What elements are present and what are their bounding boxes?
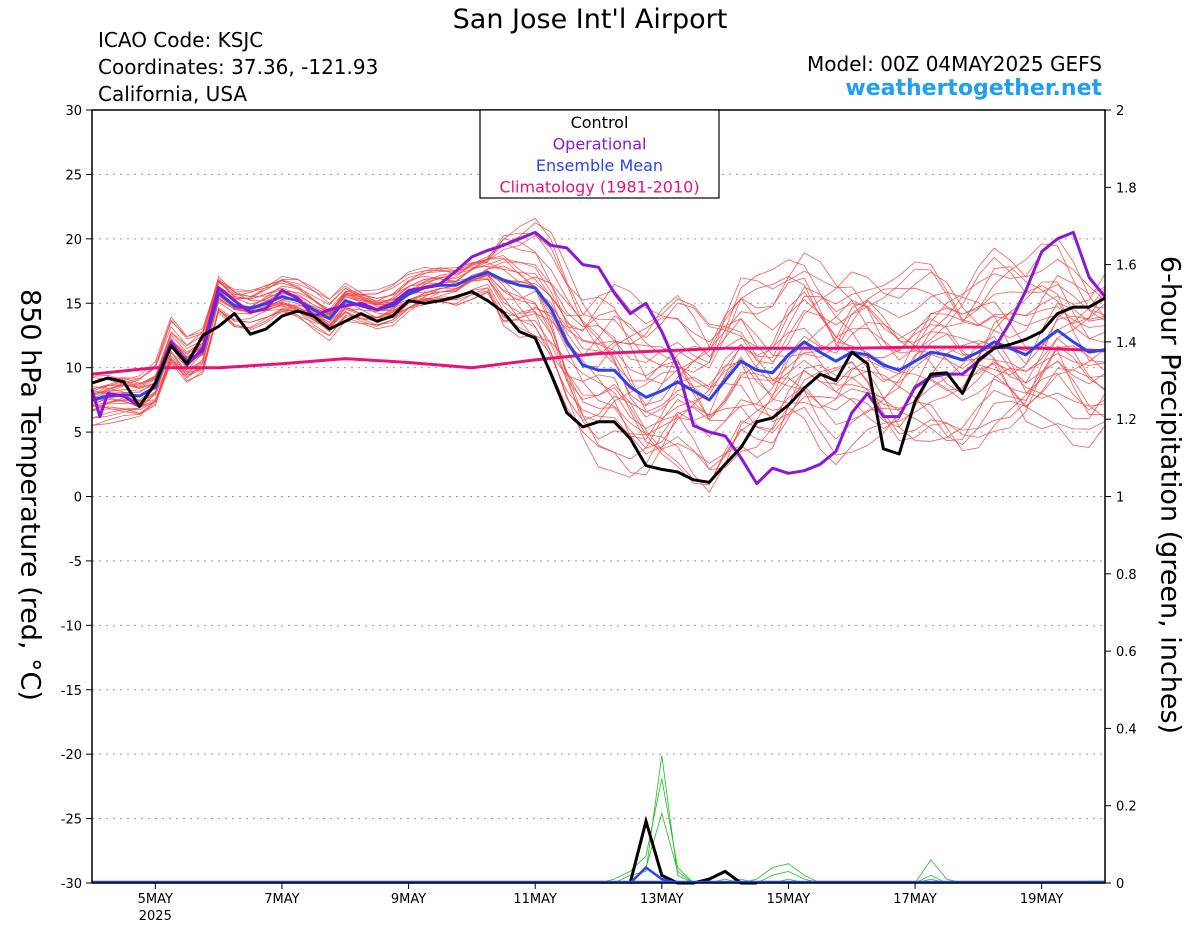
x-tick-year: 2025 [139,909,172,924]
legend-box [479,109,720,199]
member-line [91,292,1106,484]
y2-tick-label: 1.2 [1116,413,1137,428]
y2-tick-label: 2 [1116,104,1124,119]
member-line [91,265,1106,398]
y2-tick-label: 0.4 [1116,722,1137,737]
y-tick-label: 30 [65,104,82,119]
y2-tick-label: 0.6 [1116,645,1137,660]
member-line [91,274,1106,440]
coordinates: Coordinates: 37.36, -121.93 [98,55,379,79]
y2-tick-label: 1.6 [1116,259,1137,274]
y2-tick-label: 1.4 [1116,336,1137,351]
x-tick-label: 9MAY [391,892,426,907]
member-line [91,238,1106,406]
operational-line [90,230,1107,486]
y2-tick-label: 1.8 [1116,181,1137,196]
member-line [91,232,1106,389]
region: California, USA [98,82,248,106]
member-line [91,222,1106,384]
y2-tick-label: 1 [1116,491,1124,506]
precip-member-line [92,755,1105,884]
precip-member-line [92,811,1105,884]
precip-mean-line [629,865,678,885]
page-title: San Jose Int'l Airport [452,4,728,35]
y2-tick-label: 0.2 [1116,800,1137,815]
y-tick-label: -5 [69,555,82,570]
x-tick-label: 19MAY [1020,892,1064,907]
member-line [91,257,1106,395]
legend-operational: Operational [553,135,647,154]
x-axis: 5MAY 2025 7MAY 9MAY 11MAY 13MAY 15MAY 17MAY 19MA… [138,883,1064,924]
x-tick-label: 5MAY [138,892,173,907]
legend-climatology: Climatology (1981-2010) [499,178,699,197]
legend-control: Control [571,113,629,132]
y-tick-label: -15 [61,684,82,699]
control-line [91,290,1106,484]
grid [92,173,1105,820]
x-tick-label: 15MAY [767,892,811,907]
member-line [91,290,1106,493]
y-tick-label: 5 [74,426,82,441]
x-tick-label: 7MAY [264,892,299,907]
x-tick-label: 13MAY [640,892,684,907]
member-line [91,217,1106,389]
climatology-line [91,345,1106,376]
icao-code: ICAO Code: KSJC [98,28,264,52]
y-tick-label: -20 [61,748,82,763]
precip-control-line [628,815,757,885]
precip-member-line [92,778,1105,884]
legend: Control Operational Ensemble Mean Climatolo… [479,109,720,199]
y-tick-label: 20 [65,233,82,248]
y-tick-label: 25 [65,168,82,183]
y-tick-label: -10 [61,619,82,634]
y-tick-label: 0 [74,491,82,506]
y-tick-label: 15 [65,297,82,312]
y-axis-right: 2 1.8 1.6 1.4 1.2 1 0.8 0.6 0.4 0.2 0 [1105,104,1137,892]
highlight-lines [90,230,1107,486]
model-run: Model: 00Z 04MAY2025 GEFS [807,52,1102,76]
y-tick-label: -30 [61,877,82,892]
y2-tick-label: 0 [1116,877,1124,892]
y2-tick-label: 0.8 [1116,568,1137,583]
site-link[interactable]: weathertogether.net [845,76,1102,101]
y-tick-label: -25 [61,813,82,828]
precipitation [92,755,1105,885]
member-line [91,283,1106,470]
y-tick-label: 10 [65,362,82,377]
x-tick-label: 11MAY [513,892,557,907]
x-tick-label: 17MAY [893,892,937,907]
member-line [91,235,1106,390]
member-line [91,287,1106,464]
legend-mean: Ensemble Mean [536,156,663,175]
y-axis-left: 30 25 20 15 10 5 0 -5 -10 -15 -20 -25 -30 [61,104,92,892]
ensemble-mean-line [91,270,1106,402]
